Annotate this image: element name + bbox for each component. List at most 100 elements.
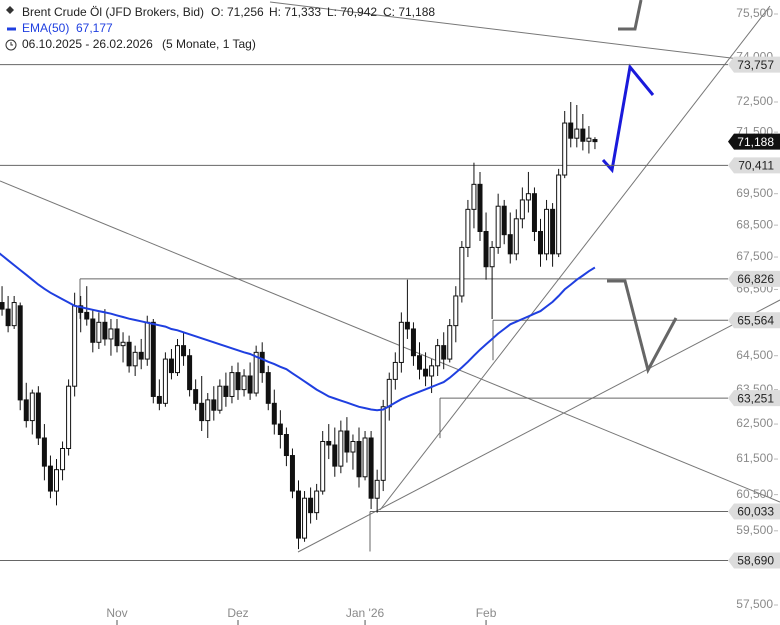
candle-body: [241, 375, 247, 391]
candle-body: [41, 437, 47, 467]
candle-body: [193, 389, 199, 404]
candle-body: [17, 305, 23, 401]
clock-icon: [5, 39, 17, 51]
y-tick-label: 75,500: [736, 6, 773, 20]
candle-body: [253, 351, 259, 394]
candle-body: [592, 139, 598, 143]
candle-body: [5, 308, 11, 327]
level-label: 70,411: [738, 159, 774, 173]
y-tick-label: 68,500: [736, 217, 773, 231]
candle-body: [23, 399, 29, 422]
candle-body: [374, 479, 380, 499]
y-tick-label: 57,500: [736, 597, 773, 611]
icon: [6, 6, 14, 14]
candle-body: [459, 246, 465, 297]
candle-body: [435, 345, 441, 367]
candle-body: [217, 385, 223, 411]
candle-body: [138, 351, 144, 360]
candle-body: [392, 361, 398, 380]
candle-body: [531, 193, 537, 232]
candle-body: [489, 246, 495, 268]
candle-body: [386, 378, 392, 408]
candle-body: [205, 399, 211, 422]
candle-body: [447, 325, 453, 360]
candle-body: [471, 183, 477, 210]
y-tick-label: 59,500: [736, 523, 773, 537]
period: (5 Monate, 1 Tag): [162, 37, 256, 51]
drawings: [0, 0, 780, 553]
candle-body: [302, 497, 308, 539]
candle-body: [84, 311, 90, 320]
x-tick-label: Feb: [476, 606, 497, 620]
candle-body: [344, 430, 350, 453]
candle-body: [398, 321, 404, 363]
candle-body: [47, 465, 53, 492]
ohlc-text: C: 71,188: [383, 5, 435, 19]
candle-body: [556, 174, 562, 255]
candle-body: [465, 208, 471, 248]
candle-body: [513, 218, 519, 255]
trend-line: [379, 5, 771, 511]
candle-body: [586, 137, 592, 142]
candle-body: [380, 406, 386, 481]
candle-body: [235, 372, 241, 391]
level-tag: [728, 312, 780, 329]
date-range: 06.10.2025 - 26.02.2026: [22, 37, 153, 51]
candle-body: [162, 358, 168, 404]
candle-body: [187, 355, 193, 391]
ohlc-text: O: 71,256: [211, 5, 264, 19]
candle-body: [477, 183, 483, 232]
candle-body: [223, 385, 229, 397]
candle-body: [78, 305, 84, 313]
candle-body: [423, 368, 429, 377]
x-tick-label: Jan '26: [346, 606, 385, 620]
y-tick-label: 61,500: [736, 451, 773, 465]
candle-body: [229, 372, 235, 397]
candle-body: [544, 208, 550, 255]
legend-value: 67,177: [76, 21, 113, 35]
x-tick-label: Dez: [227, 606, 248, 620]
y-tick-label: 69,500: [736, 186, 773, 200]
candle-body: [66, 385, 72, 450]
candle-body: [562, 122, 568, 176]
last-price-label: 71,188: [737, 135, 774, 149]
level-tag: [728, 157, 780, 174]
candle-body: [453, 295, 459, 327]
level-tag: [728, 270, 780, 287]
candle-body: [368, 437, 374, 499]
candle-body: [356, 440, 362, 478]
candle-body: [156, 395, 162, 404]
candle-body: [350, 440, 356, 453]
instrument-title: Brent Crude Öl (JFD Brokers, Bid): [22, 5, 204, 19]
candle-body: [211, 399, 217, 411]
candle-body: [525, 193, 531, 201]
candle-body: [362, 437, 368, 478]
level-tag: [728, 552, 780, 569]
ohlc-text: L: 70,942: [327, 5, 377, 19]
candle-body: [175, 345, 180, 374]
candle-body: [168, 358, 174, 374]
candle-body: [271, 402, 277, 425]
candle-body: [54, 469, 59, 492]
candle-body: [108, 328, 114, 340]
candle-body: [338, 430, 344, 467]
candle-body: [102, 321, 108, 340]
candle-body: [114, 328, 120, 347]
candle-body: [538, 230, 543, 255]
candle-body: [277, 423, 283, 436]
ohlc-text: H: 71,333: [269, 5, 321, 19]
candle-body: [199, 402, 205, 422]
candle-body: [495, 205, 501, 248]
level-tag: [728, 503, 780, 520]
candle-body: [144, 321, 150, 360]
candle-body: [404, 321, 410, 330]
candle-body: [265, 372, 271, 404]
candle-body: [132, 351, 138, 367]
candle-body: [332, 444, 338, 467]
candle-body: [247, 375, 253, 394]
plot: [0, 64, 728, 562]
level-label: 73,757: [737, 58, 774, 72]
ema-line: [0, 252, 596, 412]
y-tick-label: 67,500: [736, 249, 773, 263]
level-label: 58,690: [737, 554, 774, 568]
